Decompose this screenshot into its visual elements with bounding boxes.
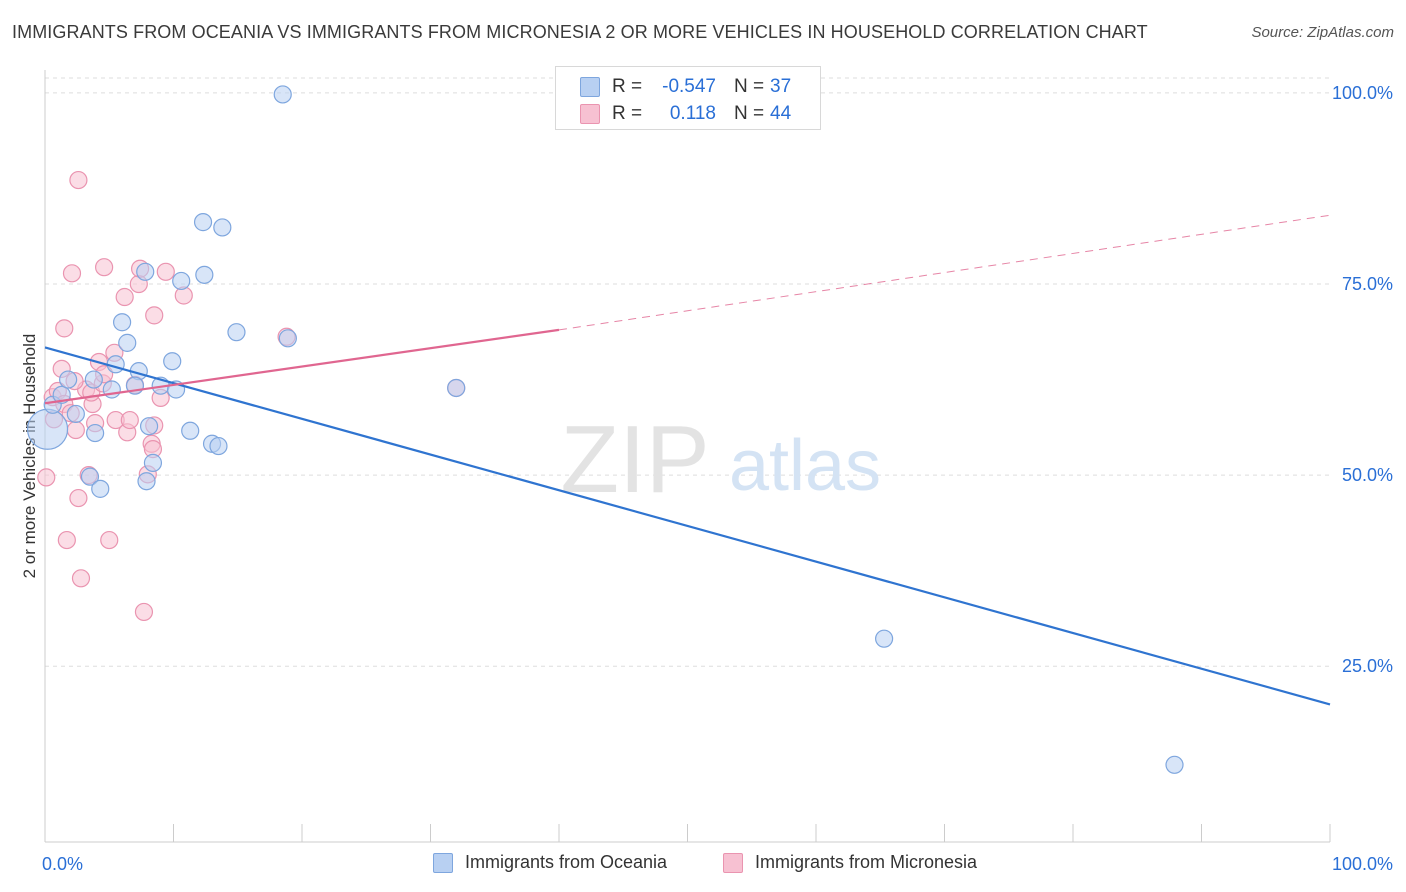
oceania-point (91, 479, 110, 498)
oceania-point (447, 378, 466, 398)
oceania-point (278, 329, 297, 348)
oceania-point (80, 467, 100, 486)
oceania-point (209, 436, 228, 456)
oceania-point (26, 408, 69, 450)
oceania-point (84, 370, 103, 389)
gridlines (45, 77, 1330, 667)
data-points (26, 85, 1184, 774)
y-tick-label: 50.0% (1342, 465, 1393, 485)
stats-legend: R = -0.547 N = 37 R = 0.118 N = 44 (555, 66, 821, 130)
legend-n-label: N = (734, 76, 765, 97)
oceania-point (112, 313, 132, 332)
oceania-trendline (44, 346, 1331, 706)
micronesia-point (100, 530, 119, 550)
oceania-point (181, 421, 200, 440)
watermark: ZIP atlas (560, 406, 881, 513)
oceania-point (143, 453, 163, 472)
y-tick-label: 100.0% (1332, 83, 1393, 103)
micronesia-point (156, 262, 175, 281)
micronesia-point (95, 258, 114, 277)
oceania-point (273, 85, 292, 104)
micronesia-trendline (44, 328, 560, 405)
oceania-point (172, 271, 191, 291)
y-tick-label: 25.0% (1342, 656, 1393, 676)
watermark-atlas: atlas (729, 426, 881, 506)
legend-r-label: R = (612, 76, 643, 97)
legend-swatch-micronesia (580, 104, 600, 124)
legend-row-micronesia: R = 0.118 N = 44 (580, 102, 791, 126)
micronesia-point (55, 319, 74, 338)
bottom-legend-label-micronesia: Immigrants from Micronesia (755, 852, 978, 872)
bottom-legend-micronesia: Immigrants from Micronesia (723, 852, 977, 873)
axes (44, 70, 1331, 843)
bottom-legend-label-oceania: Immigrants from Oceania (465, 852, 668, 872)
legend-row-oceania: R = -0.547 N = 37 (580, 75, 791, 99)
micronesia-point (134, 602, 154, 622)
y-tick-label: 75.0% (1342, 274, 1393, 294)
oceania-point (59, 370, 78, 389)
oceania-point (227, 323, 246, 342)
legend-n-label: N = (734, 103, 765, 124)
oceania-point (66, 404, 85, 424)
oceania-point (106, 355, 125, 374)
oceania-point (163, 352, 182, 371)
oceania-point (86, 423, 105, 443)
micronesia-point (69, 170, 88, 190)
oceania-point (1165, 755, 1184, 774)
legend-r-value-micronesia: 0.118 (669, 103, 716, 124)
tick-labels: 25.0% 50.0% 75.0% 100.0% 0.0% 100.0% (42, 83, 1393, 874)
micronesia-point (66, 420, 85, 440)
watermark-zip: ZIP (560, 406, 709, 513)
x-tick-label: 100.0% (1332, 854, 1393, 874)
source-label: Source: ZipAtlas.com (1251, 24, 1394, 41)
oceania-point (213, 218, 232, 237)
legend-n-value-oceania: 37 (770, 76, 792, 97)
legend-swatch-oceania (580, 77, 600, 97)
oceania-point (139, 417, 159, 436)
oceania-point (118, 333, 137, 352)
chart-title: IMMIGRANTS FROM OCEANIA VS IMMIGRANTS FR… (12, 22, 1148, 42)
micronesia-point (62, 264, 82, 283)
oceania-point (195, 265, 214, 284)
oceania-point (193, 213, 213, 232)
micronesia-point (71, 569, 91, 588)
bottom-legend-swatch-micronesia (723, 852, 743, 873)
bottom-legend-oceania: Immigrants from Oceania (433, 852, 667, 873)
micronesia-point (120, 410, 139, 430)
legend-n-value-micronesia: 44 (770, 103, 792, 124)
legend-r-label: R = (612, 103, 643, 124)
oceania-point (875, 629, 894, 648)
micronesia-trendline-extension (558, 214, 1331, 331)
micronesia-point (145, 306, 164, 325)
oceania-point (136, 262, 155, 281)
x-tick-label: 0.0% (42, 854, 83, 874)
trendlines (44, 214, 1331, 706)
oceania-point (52, 385, 71, 404)
bottom-legend-swatch-oceania (433, 852, 453, 873)
legend-r-value-oceania: -0.547 (662, 76, 716, 97)
micronesia-point (69, 488, 88, 508)
micronesia-point (57, 530, 76, 550)
micronesia-point (37, 468, 56, 487)
oceania-point (137, 472, 156, 491)
micronesia-point (115, 287, 134, 307)
